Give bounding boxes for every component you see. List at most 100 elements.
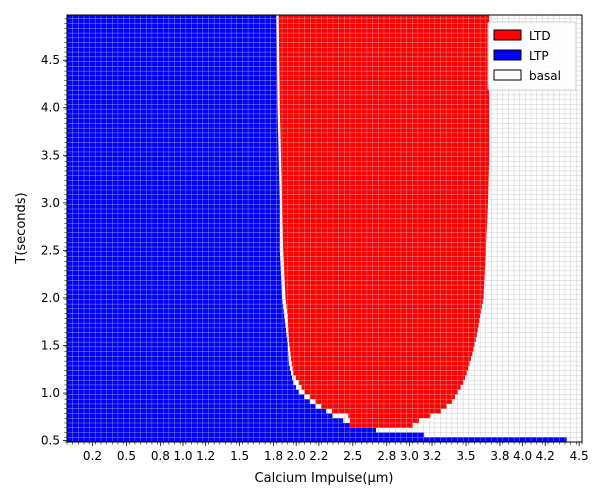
ltd-cell-run-22 xyxy=(288,332,477,338)
y-axis-label: T(seconds) xyxy=(14,192,29,264)
ltd-cell-run-56 xyxy=(281,170,489,176)
ltd-cell-run-46 xyxy=(282,218,488,224)
ltd-cell-run-39 xyxy=(283,251,486,257)
ltd-cell-run-25 xyxy=(287,318,480,324)
ltd-cell-run-14 xyxy=(293,370,467,376)
ltd-cell-run-37 xyxy=(283,261,486,267)
x-tick-label-1: 0.5 xyxy=(117,449,136,463)
ltp-cell-run-52 xyxy=(67,189,280,195)
ltd-cell-run-59 xyxy=(281,156,490,162)
ltp-cell-run-71 xyxy=(67,99,278,105)
ltp-cell-run-15 xyxy=(67,365,290,371)
ltd-cell-run-44 xyxy=(282,228,487,233)
ltp-cell-run-23 xyxy=(67,327,286,333)
ltp-cell-run-85 xyxy=(67,33,277,38)
ltp-cell-run-47 xyxy=(67,213,280,219)
ltp-cell-run-65 xyxy=(67,128,279,133)
ltp-cell-run-63 xyxy=(67,137,279,143)
ltd-cell-run-40 xyxy=(283,247,486,252)
ltd-cell-run-78 xyxy=(279,66,490,72)
y-axis-ticks: 0.5 1.0 1.5 2.0 2.5 3.0 3.5 4.0 4.5 xyxy=(41,18,67,448)
x-tick-label-3: 1.0 xyxy=(173,449,192,463)
ltd-cell-run-69 xyxy=(279,109,490,114)
ltp-cell-run-29 xyxy=(67,299,283,305)
ltd-cell-run-64 xyxy=(280,132,490,138)
ltp-cell-run-57 xyxy=(67,166,279,171)
ltp-cell-run-66 xyxy=(67,123,278,129)
ltd-cell-run-77 xyxy=(279,71,490,76)
ltd-cell-run-63 xyxy=(280,137,490,143)
ltp-cell-run-45 xyxy=(67,223,280,229)
ltd-cell-run-5 xyxy=(348,413,431,419)
ltp-cell-run-74 xyxy=(67,85,278,91)
ltd-cell-run-4 xyxy=(349,418,420,423)
ltd-cell-run-23 xyxy=(288,327,478,333)
ltp-cell-run-54 xyxy=(67,180,280,186)
ltp-cell-run-64 xyxy=(67,132,279,138)
ltp-cell-run-84 xyxy=(67,37,277,43)
ltp-cell-run-10 xyxy=(67,389,299,395)
x-tick-label-12: 3.2 xyxy=(422,449,441,463)
ltp-cell-run-26 xyxy=(67,313,285,319)
ltd-cell-run-76 xyxy=(279,75,490,81)
ltp-cell-run-56 xyxy=(67,170,280,176)
ltd-cell-run-42 xyxy=(282,237,487,243)
ltp-cell-run-89 xyxy=(67,15,277,19)
x-tick-label-10: 2.8 xyxy=(377,449,396,463)
ltd-cell-run-54 xyxy=(281,180,489,186)
ltd-cell-run-60 xyxy=(280,151,490,157)
ltp-cell-run-40 xyxy=(67,247,280,252)
ltp-cell-run-73 xyxy=(67,90,278,95)
legend-label-basal: basal xyxy=(529,69,561,83)
x-tick-label-4: 1.2 xyxy=(196,449,215,463)
ltd-cell-run-70 xyxy=(279,104,490,110)
ltp-cell-run-25 xyxy=(67,318,285,324)
ltp-cell-run-50 xyxy=(67,199,280,205)
ltd-cell-run-74 xyxy=(279,85,490,91)
ltd-cell-run-6 xyxy=(331,408,442,414)
ltd-cell-run-3 xyxy=(349,422,413,428)
ltp-cell-run-69 xyxy=(67,109,278,114)
ltp-cell-run-51 xyxy=(67,194,280,200)
y-tick-label-4: 2.5 xyxy=(41,243,60,257)
ltp-cell-run-17 xyxy=(67,356,289,362)
ltp-cell-run-88 xyxy=(67,18,277,24)
ltd-cell-run-50 xyxy=(282,199,489,205)
ltd-cell-run-71 xyxy=(279,99,490,105)
ltp-cell-run-28 xyxy=(67,304,284,309)
ltp-cell-run-20 xyxy=(67,342,288,347)
ltd-cell-run-18 xyxy=(290,351,473,357)
ltd-cell-run-48 xyxy=(282,209,488,214)
ltd-cell-run-36 xyxy=(284,266,485,271)
ltp-cell-run-70 xyxy=(67,104,278,110)
ltp-cell-run-80 xyxy=(67,56,277,62)
ltd-cell-run-66 xyxy=(280,123,490,129)
ltp-cell-run-77 xyxy=(67,71,278,76)
ltd-cell-run-51 xyxy=(281,194,489,200)
ltp-cell-run-35 xyxy=(67,270,281,276)
ltd-cell-run-34 xyxy=(284,275,485,281)
ltd-cell-run-58 xyxy=(281,161,489,167)
ltp-cell-run-0 xyxy=(67,437,567,442)
ltd-cell-run-52 xyxy=(281,189,489,195)
ltp-cell-run-14 xyxy=(67,370,291,376)
ltd-cell-run-32 xyxy=(284,285,485,290)
ltd-cell-run-21 xyxy=(288,337,476,343)
ltp-cell-run-79 xyxy=(67,61,277,67)
ltp-cell-run-16 xyxy=(67,361,289,366)
ltp-cell-run-34 xyxy=(67,275,282,281)
x-tick-label-8: 2.2 xyxy=(309,449,328,463)
ltp-cell-run-5 xyxy=(67,413,333,419)
ltd-cell-run-28 xyxy=(286,304,482,309)
legend: LTD LTP basal xyxy=(487,21,577,91)
legend-label-ltd: LTD xyxy=(529,29,551,43)
ltd-cell-run-38 xyxy=(283,256,486,262)
y-tick-label-0: 0.5 xyxy=(41,434,60,448)
ltd-cell-run-65 xyxy=(280,128,490,133)
ltd-cell-run-47 xyxy=(282,213,488,219)
x-axis-ticks: 0.2 0.5 0.8 1.0 1.2 1.5 1.8 2.0 2.2 2.5 2.8 3.0 3.2 3… xyxy=(66,442,589,463)
legend-swatch-ltp xyxy=(493,49,522,61)
ltp-cell-run-33 xyxy=(67,280,282,286)
x-tick-label-11: 3.0 xyxy=(400,449,419,463)
x-axis-label: Calcium Impulse(μm) xyxy=(255,471,394,486)
